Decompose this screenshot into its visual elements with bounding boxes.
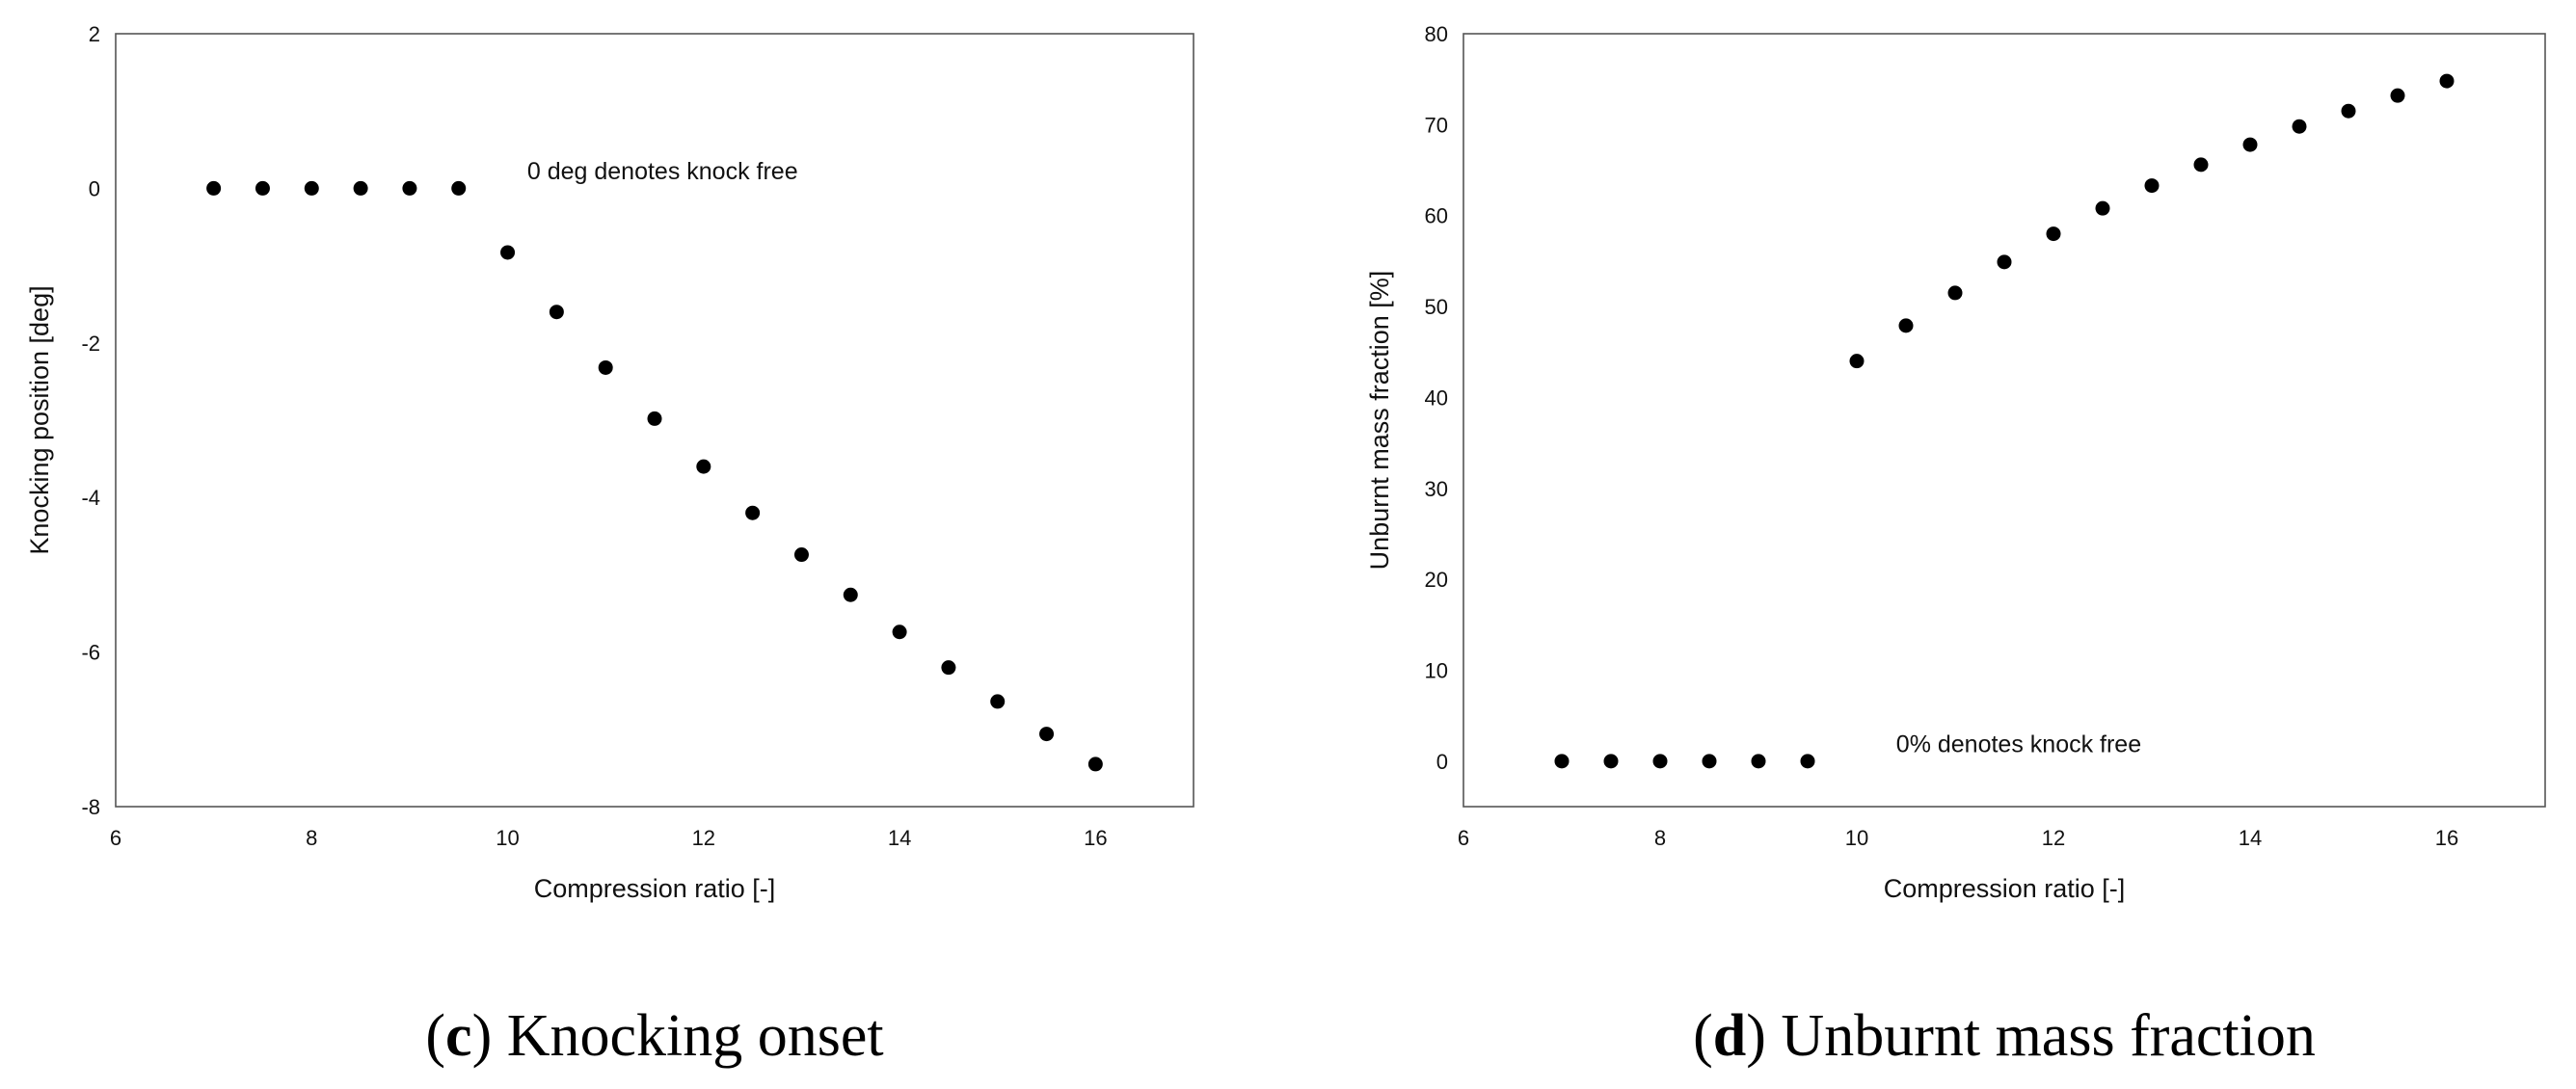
data-point bbox=[598, 359, 613, 375]
x-tick-label: 8 bbox=[306, 826, 317, 850]
caption-letter-c: c bbox=[445, 1003, 472, 1069]
data-point bbox=[402, 180, 417, 196]
data-point bbox=[2292, 119, 2307, 134]
y-tick-label: 0 bbox=[89, 176, 100, 200]
x-tick-label: 14 bbox=[2239, 826, 2262, 850]
data-point bbox=[451, 180, 467, 196]
caption-text-c: Knocking onset bbox=[492, 1003, 883, 1069]
y-tick-label: 70 bbox=[1425, 113, 1448, 137]
data-point bbox=[1652, 754, 1668, 769]
panel-d: 6 8 10 12 14 16 80 70 60 50 40 30 20 10 0 0% denotes … bbox=[1365, 22, 2546, 1069]
data-point bbox=[2046, 226, 2061, 242]
data-point bbox=[1849, 354, 1865, 369]
data-point bbox=[206, 180, 222, 196]
data-point bbox=[793, 547, 809, 563]
data-point bbox=[1702, 754, 1717, 769]
data-point bbox=[2193, 157, 2209, 173]
y-tick-label: -2 bbox=[81, 332, 100, 356]
data-point bbox=[304, 180, 319, 196]
data-point bbox=[1039, 727, 1055, 742]
x-tick-label: 8 bbox=[1654, 826, 1666, 850]
data-point bbox=[1087, 757, 1103, 772]
plot-frame-d bbox=[1462, 33, 2546, 808]
x-tick-label: 12 bbox=[692, 826, 715, 850]
x-tick-label: 6 bbox=[1458, 826, 1469, 850]
x-tick-label: 6 bbox=[110, 826, 121, 850]
data-point bbox=[500, 245, 516, 260]
y-tick-label: 50 bbox=[1425, 295, 1448, 319]
data-point bbox=[549, 305, 564, 320]
x-axis-label-c: Compression ratio [-] bbox=[534, 874, 776, 903]
data-point bbox=[1554, 754, 1570, 769]
annotation-c: 0 deg denotes knock free bbox=[527, 158, 798, 185]
y-tick-label: 20 bbox=[1425, 568, 1448, 592]
x-tick-label: 10 bbox=[1845, 826, 1868, 850]
data-point bbox=[2242, 137, 2258, 152]
y-tick-label: -8 bbox=[81, 795, 100, 819]
data-point bbox=[353, 180, 368, 196]
data-point bbox=[745, 505, 761, 520]
caption-text-d: Unburnt mass fraction bbox=[1766, 1003, 2316, 1069]
data-point bbox=[1898, 318, 1914, 333]
y-tick-label: 2 bbox=[89, 22, 100, 46]
data-point bbox=[843, 587, 858, 602]
y-tick-label: 30 bbox=[1425, 477, 1448, 501]
data-points-c bbox=[206, 180, 1103, 772]
data-point bbox=[1751, 754, 1766, 769]
y-tick-labels-d: 80 70 60 50 40 30 20 10 0 bbox=[1425, 22, 1448, 774]
data-point bbox=[1997, 254, 2012, 270]
data-point bbox=[2341, 103, 2356, 119]
data-point bbox=[2095, 200, 2110, 216]
annotation-d: 0% denotes knock free bbox=[1896, 730, 2141, 757]
caption-letter-d: d bbox=[1713, 1003, 1746, 1069]
plot-frame-c bbox=[115, 33, 1194, 808]
x-tick-labels-c: 6 8 10 12 14 16 bbox=[110, 826, 1108, 850]
data-point bbox=[2390, 88, 2405, 103]
y-tick-label: 60 bbox=[1425, 204, 1448, 228]
data-points-d bbox=[1554, 73, 2455, 769]
data-point bbox=[255, 180, 270, 196]
x-tick-labels-d: 6 8 10 12 14 16 bbox=[1458, 826, 2458, 850]
caption-c: (c) Knocking onset bbox=[425, 1003, 883, 1069]
y-axis-label-d: Unburnt mass fraction [%] bbox=[1365, 271, 1394, 571]
x-axis-label-d: Compression ratio [-] bbox=[1884, 874, 2126, 903]
y-tick-labels-c: 2 0 -2 -4 -6 -8 bbox=[81, 22, 100, 819]
y-tick-label: 80 bbox=[1425, 22, 1448, 46]
data-point bbox=[2439, 73, 2455, 89]
y-tick-label: -6 bbox=[81, 641, 100, 665]
data-point bbox=[2144, 178, 2160, 194]
data-point bbox=[1800, 754, 1815, 769]
panel-c: 6 8 10 12 14 16 2 0 -2 -4 -6 -8 0 deg denotes knoc… bbox=[25, 22, 1194, 1069]
data-point bbox=[941, 660, 956, 676]
y-tick-label: 0 bbox=[1436, 750, 1448, 774]
x-tick-label: 14 bbox=[888, 826, 911, 850]
y-tick-label: 10 bbox=[1425, 658, 1448, 682]
data-point bbox=[990, 694, 1006, 709]
x-tick-label: 10 bbox=[496, 826, 519, 850]
x-tick-label: 16 bbox=[1084, 826, 1107, 850]
data-point bbox=[647, 411, 662, 426]
data-point bbox=[696, 459, 711, 474]
x-tick-label: 12 bbox=[2042, 826, 2065, 850]
data-point bbox=[1603, 754, 1619, 769]
data-point bbox=[1947, 285, 1963, 301]
y-axis-label-c: Knocking position [deg] bbox=[25, 285, 54, 554]
y-tick-label: -4 bbox=[81, 486, 100, 510]
data-point bbox=[892, 624, 907, 640]
caption-d: (d) Unburnt mass fraction bbox=[1693, 1003, 2316, 1069]
y-tick-label: 40 bbox=[1425, 385, 1448, 410]
x-tick-label: 16 bbox=[2435, 826, 2458, 850]
